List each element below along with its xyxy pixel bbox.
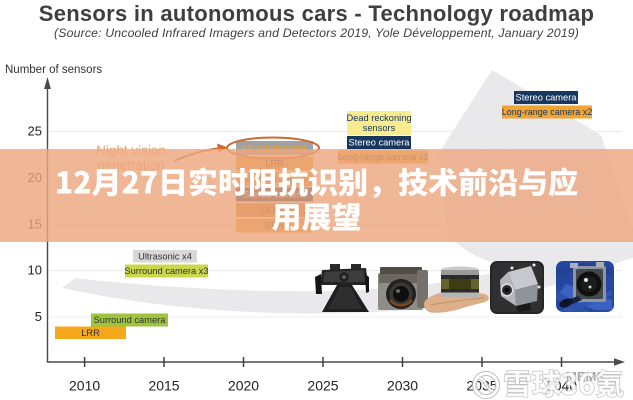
svg-text:Dead reckoning: Dead reckoning: [346, 113, 411, 123]
svg-text:2030: 2030: [387, 378, 418, 394]
svg-text:2025: 2025: [307, 378, 338, 394]
svg-text:Ultrasonic x4: Ultrasonic x4: [138, 251, 192, 261]
svg-text:Surround camera x3: Surround camera x3: [124, 266, 208, 276]
svg-text:2010: 2010: [69, 378, 100, 394]
svg-text:Number of sensors: Number of sensors: [5, 64, 102, 76]
svg-text:2020: 2020: [228, 378, 259, 394]
svg-text:sensors: sensors: [363, 123, 396, 133]
svg-text:2015: 2015: [148, 378, 179, 394]
svg-text:LRR: LRR: [81, 328, 100, 338]
svg-text:Surround camera: Surround camera: [94, 315, 167, 325]
svg-text:25: 25: [28, 124, 42, 139]
svg-text:Stereo camera: Stereo camera: [516, 93, 578, 103]
svg-text:10: 10: [28, 263, 42, 278]
svg-text:5: 5: [35, 309, 42, 324]
svg-text:Microbolometer: Microbolometer: [242, 143, 306, 153]
svg-text:Stereo camera: Stereo camera: [349, 138, 411, 148]
svg-text:Long-range camera x2: Long-range camera x2: [502, 107, 593, 117]
